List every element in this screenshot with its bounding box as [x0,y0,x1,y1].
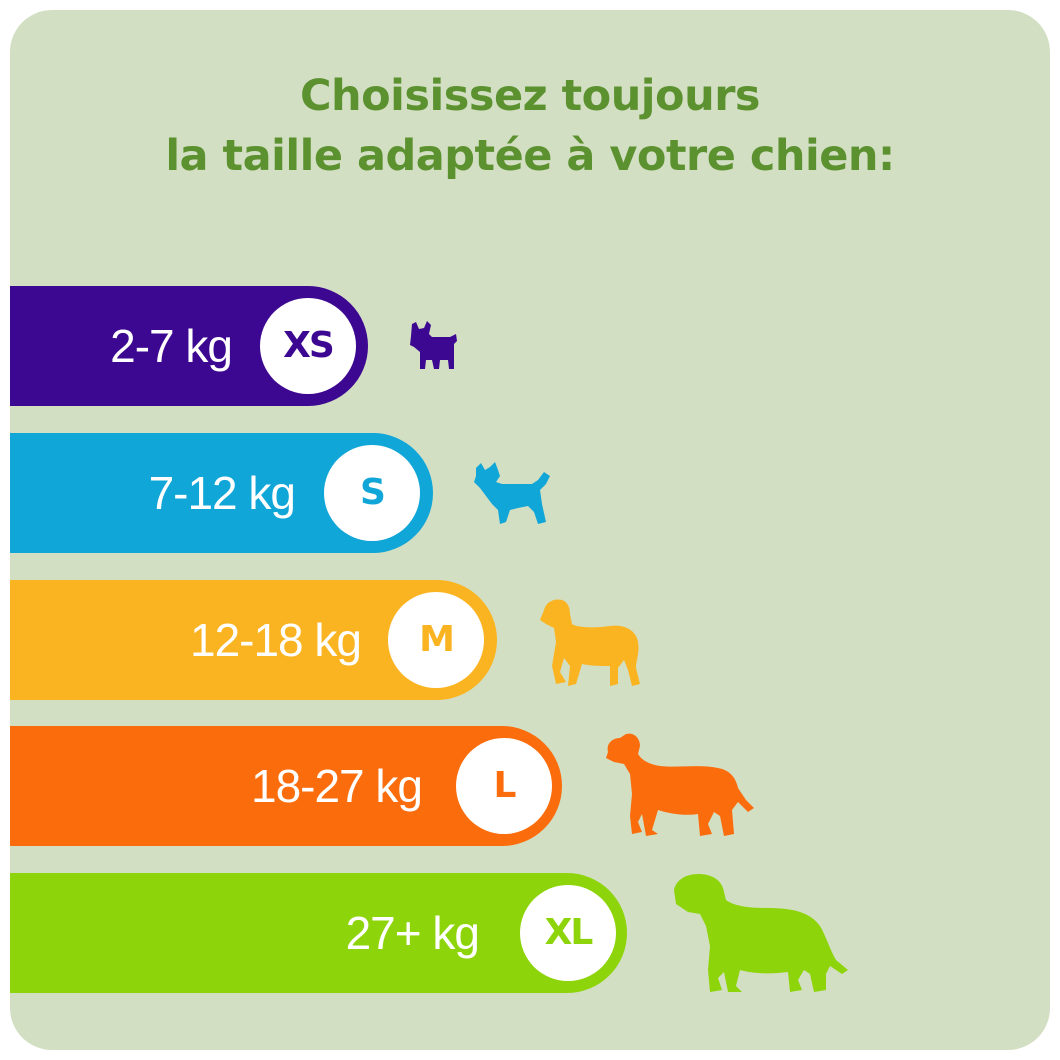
size-row-xl: 27+ kg XL [10,873,627,993]
tiny-dog-icon [410,321,457,369]
small-terrier-icon [474,462,550,524]
size-row-m: 12-18 kg M [10,580,497,700]
weight-label: 18-27 kg [250,760,423,812]
size-row-xs: 2-7 kg XS [10,286,368,406]
weight-label: 7-12 kg [148,467,296,519]
size-row-l: 18-27 kg L [10,726,562,846]
size-badge: S [324,445,420,541]
weight-label: 2-7 kg [110,320,233,372]
headline: Choisissez toujours la taille adaptée à … [0,66,1060,186]
weight-label: 27+ kg [345,907,480,959]
medium-retriever-icon [540,599,640,686]
size-badge: M [388,592,484,688]
size-row-s: 7-12 kg S [10,433,433,553]
headline-line-1: Choisissez toujours [299,71,761,121]
weight-label: 12-18 kg [189,614,362,666]
size-badge: L [456,738,552,834]
headline-line-2: la taille adaptée à votre chien: [165,131,895,181]
large-dog-icon [606,733,754,836]
size-badge: XL [520,885,616,981]
giant-dog-icon [674,874,848,992]
size-badge: XS [260,298,356,394]
